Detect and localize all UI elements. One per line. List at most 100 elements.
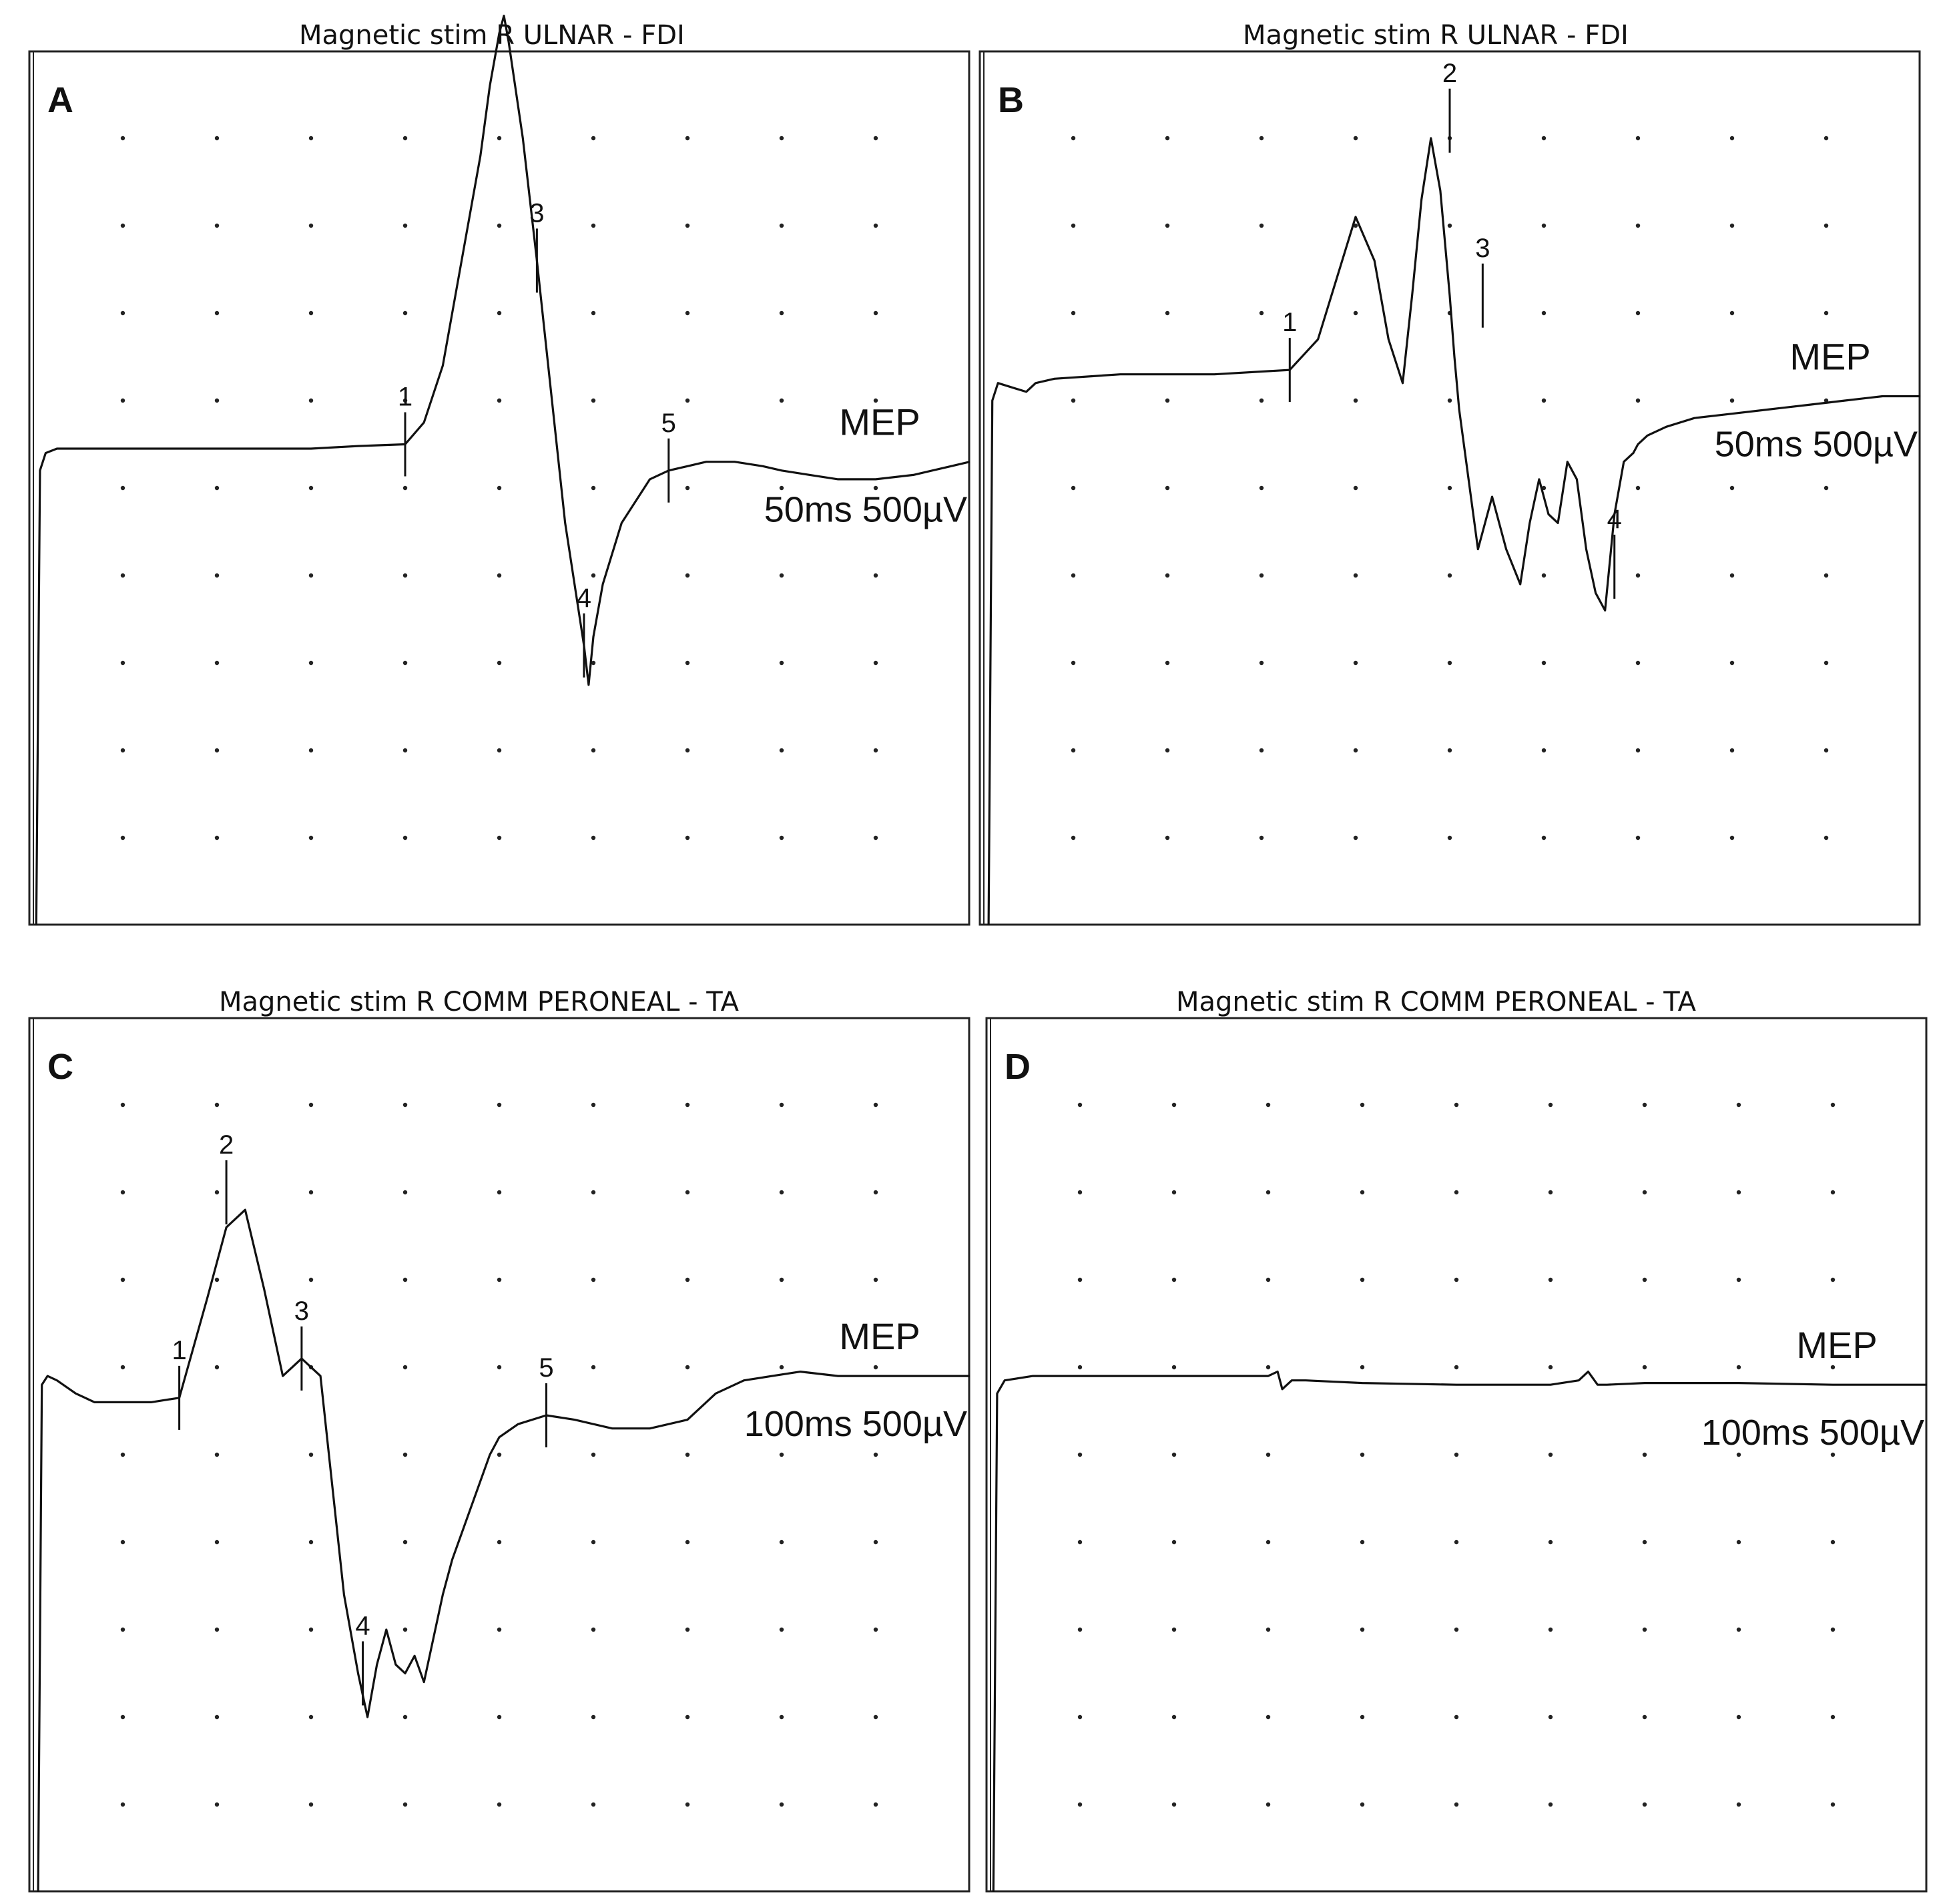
grid-dot [402, 748, 408, 753]
grid-dot [214, 835, 220, 841]
grid-dot [1077, 1190, 1083, 1195]
grid-dot [402, 310, 408, 316]
grid-dot [1729, 398, 1735, 403]
grid-dot [1454, 1539, 1459, 1545]
grid-dot [1736, 1102, 1741, 1108]
grid-dot [591, 835, 596, 841]
grid-dot [873, 1802, 878, 1807]
grid-dot [214, 1365, 220, 1370]
grid-dot [1830, 1365, 1836, 1370]
grid-dot [779, 1277, 784, 1282]
grid-dot [1171, 1190, 1177, 1195]
marker-label: 1 [398, 383, 412, 412]
grid-dot [779, 573, 784, 578]
grid-dot [779, 1802, 784, 1807]
grid-dot [1360, 1452, 1365, 1457]
grid-dot [1071, 660, 1076, 666]
grid-dot [591, 1714, 596, 1720]
grid-dot [1454, 1627, 1459, 1632]
plot-frame [28, 50, 970, 926]
grid-dot [1635, 136, 1641, 141]
grid-dot [1266, 1190, 1271, 1195]
grid-dot [497, 485, 502, 491]
grid-dot [214, 1452, 220, 1457]
marker-label: 1 [1282, 308, 1297, 337]
grid-dot [685, 1190, 690, 1195]
grid-dot [779, 660, 784, 666]
grid-dot [214, 136, 220, 141]
grid-dot [1165, 573, 1170, 578]
grid-dot [120, 223, 125, 228]
grid-dot [1642, 1802, 1647, 1807]
grid-dot [1071, 485, 1076, 491]
plot-frame [979, 50, 1921, 926]
grid-dot [685, 1365, 690, 1370]
grid-dot [1171, 1802, 1177, 1807]
grid-dot [214, 660, 220, 666]
grid-dot [497, 1802, 502, 1807]
marker-label: 2 [219, 1130, 234, 1160]
grid-dot [873, 1365, 878, 1370]
grid-dot [497, 660, 502, 666]
grid-dot [591, 223, 596, 228]
grid-dot [1447, 835, 1452, 841]
grid-dot [685, 398, 690, 403]
grid-dot [1729, 136, 1735, 141]
grid-dot [1259, 485, 1264, 491]
grid-dot [1824, 835, 1829, 841]
grid-dot [1454, 1452, 1459, 1457]
grid-dot [1635, 398, 1641, 403]
grid-dot [1642, 1627, 1647, 1632]
grid-dot [1642, 1452, 1647, 1457]
grid-dot [591, 748, 596, 753]
grid-dot [1642, 1365, 1647, 1370]
marker-label: 4 [355, 1612, 370, 1641]
grid-dot [402, 1365, 408, 1370]
grid-dot [214, 1102, 220, 1108]
grid-dot [1635, 660, 1641, 666]
grid-dot [308, 310, 314, 316]
grid-dot [1824, 573, 1829, 578]
grid-dot [1642, 1277, 1647, 1282]
grid-dot [779, 1539, 784, 1545]
grid-dot [1171, 1102, 1177, 1108]
grid-dot [1736, 1802, 1741, 1807]
grid-dot [591, 660, 596, 666]
grid-dot [1360, 1102, 1365, 1108]
emg-trace [992, 1371, 1927, 1893]
grid-dot [1266, 1102, 1271, 1108]
panel-label: C [47, 1047, 73, 1087]
grid-dot [685, 660, 690, 666]
grid-dot [1360, 1802, 1365, 1807]
grid-dot [308, 1627, 314, 1632]
grid-dot [402, 1102, 408, 1108]
grid-dot [685, 573, 690, 578]
grid-dot [1447, 573, 1452, 578]
grid-dot [497, 1102, 502, 1108]
grid-dot [591, 136, 596, 141]
grid-dot [1171, 1452, 1177, 1457]
grid-dot [1165, 748, 1170, 753]
grid-dot [1353, 835, 1358, 841]
grid-dot [1266, 1627, 1271, 1632]
grid-dot [1548, 1627, 1553, 1632]
grid-dot [1259, 660, 1264, 666]
grid-dot [1454, 1802, 1459, 1807]
scale-label: 50ms 500µV [764, 490, 967, 530]
grid-dot [873, 1627, 878, 1632]
grid-dot [120, 136, 125, 141]
marker-label: 2 [1442, 59, 1457, 88]
grid-dot [214, 398, 220, 403]
grid-dot [1729, 310, 1735, 316]
grid-dot [1353, 748, 1358, 753]
grid-dot [1736, 1627, 1741, 1632]
grid-dot [873, 1102, 878, 1108]
panel-title: Magnetic stim R COMM PERONEAL - TA [219, 987, 739, 1017]
grid-dot [1635, 748, 1641, 753]
grid-dot [308, 748, 314, 753]
marker-label: 1 [172, 1336, 186, 1365]
grid-dot [1266, 1452, 1271, 1457]
grid-dot [591, 1802, 596, 1807]
trace-label: MEP [1796, 1324, 1877, 1366]
grid-dot [1830, 1539, 1836, 1545]
